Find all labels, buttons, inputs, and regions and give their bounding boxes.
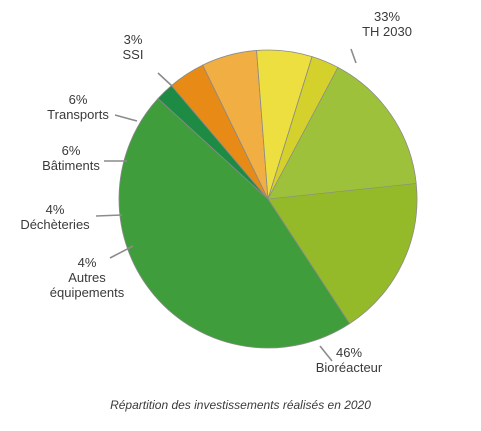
data-label-category: équipements [50,285,125,300]
leader-line [95,214,123,217]
data-label-percent: 3% [124,32,143,47]
data-label-category: Bâtiments [42,158,100,173]
data-label-category: Bioréacteur [316,360,383,375]
leader-line [319,345,333,362]
data-label-category: SSI [123,47,144,62]
pie-slice-bior-acteur [118,97,351,349]
data-label-percent: 33% [374,9,400,24]
data-label-percent: 46% [336,345,362,360]
data-label-category: TH 2030 [362,24,412,39]
chart-caption: Répartition des investissements réalisés… [110,398,371,412]
data-label-percent: 4% [78,255,97,270]
leader-line [114,114,138,122]
data-label-percent: 6% [62,143,81,158]
data-label-percent: 4% [46,202,65,217]
leader-line [157,72,173,87]
data-label-category: Transports [47,107,109,122]
leader-line [350,48,357,64]
leader-line [109,245,134,259]
data-label-percent: 6% [69,92,88,107]
data-label-category: Déchèteries [20,217,90,232]
pie-slice-th-2030-segment [267,67,417,200]
data-label-category: Autres [68,270,106,285]
